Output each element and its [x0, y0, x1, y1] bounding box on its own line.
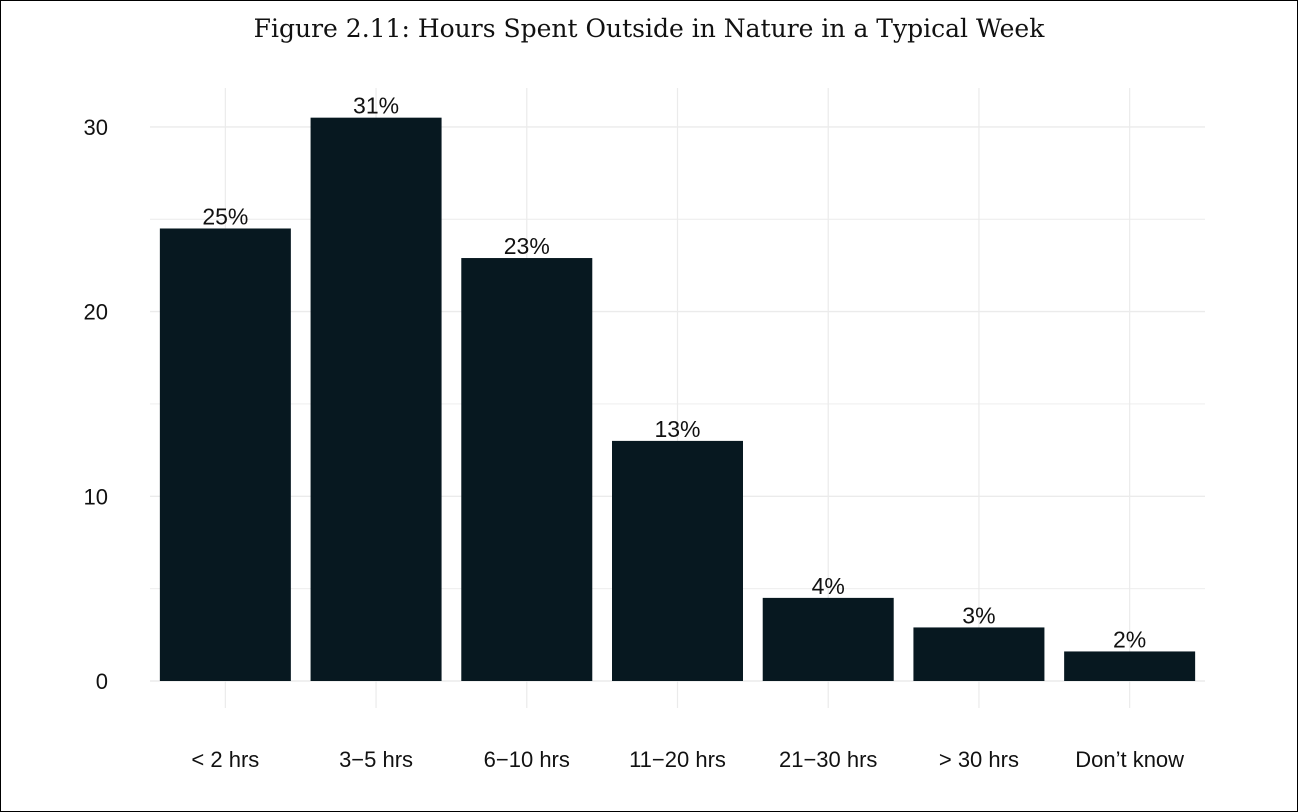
x-tick-label: Don’t know [1075, 747, 1184, 772]
y-tick-label: 30 [84, 115, 108, 140]
y-tick-label: 20 [84, 300, 108, 325]
y-tick-label: 0 [96, 669, 108, 694]
x-tick-label: > 30 hrs [939, 747, 1019, 772]
x-tick-label: 11−20 hrs [629, 747, 726, 772]
bar-value-label: 25% [202, 203, 248, 229]
bar-value-label: 4% [812, 573, 845, 599]
x-tick-label: 21−30 hrs [779, 747, 877, 772]
bar [612, 440, 743, 681]
y-tick-label: 10 [84, 484, 108, 509]
bar [461, 258, 593, 681]
bar-value-label: 31% [353, 93, 399, 119]
x-axis-ticks: < 2 hrs 3−5 hrs 6−10 hrs 11−20 hrs 21−30 hrs… [191, 747, 1184, 772]
x-tick-label: < 2 hrs [191, 747, 259, 772]
bar [1064, 651, 1196, 681]
bar-value-label: 3% [962, 602, 995, 628]
x-tick-label: 6−10 hrs [484, 747, 570, 772]
bar-value-label: 13% [654, 416, 700, 442]
bar [159, 228, 291, 682]
data-labels: 25% 31% 23% 13% 4% 3% 2% [202, 93, 1146, 653]
bar-value-label: 2% [1113, 626, 1146, 652]
bar [310, 117, 442, 682]
y-axis-ticks: 0 10 20 30 [84, 115, 108, 694]
x-tick-label: 3−5 hrs [339, 747, 413, 772]
chart-title: Figure 2.11: Hours Spent Outside in Natu… [253, 14, 1045, 43]
bar-value-label: 23% [504, 233, 550, 259]
bar [762, 597, 894, 681]
bars [159, 117, 1196, 682]
bar [913, 627, 1045, 681]
